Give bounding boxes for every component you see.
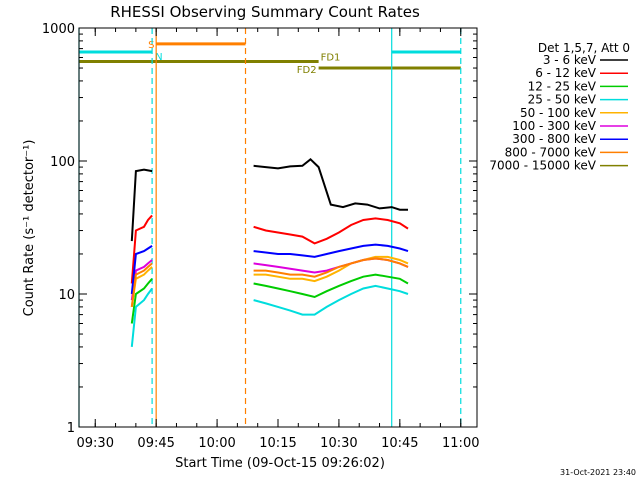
series-line — [130, 214, 153, 284]
flag-layer: FD1 FD2 SN — [79, 40, 461, 76]
flag-label: FD2 — [297, 65, 317, 76]
series-line — [130, 168, 153, 242]
y-tick-label: 100 — [50, 155, 75, 170]
x-tick-label: 10:30 — [320, 436, 357, 451]
series-line — [253, 257, 409, 278]
y-tick-label: 1 — [67, 421, 75, 436]
flag-label: N — [155, 52, 162, 63]
legend-entry-label: 800 - 7000 keV — [505, 145, 597, 159]
series-line — [253, 284, 409, 316]
legend-entry-label: 300 - 800 keV — [512, 132, 596, 146]
y-axis-label: Count Rate (s⁻¹ detector⁻¹) — [22, 140, 37, 317]
series-line — [130, 278, 153, 324]
chart-title: RHESSI Observing Summary Count Rates — [110, 3, 420, 21]
series-line — [130, 262, 153, 308]
series-line — [130, 245, 153, 295]
legend-entry-label: 100 - 300 keV — [512, 119, 596, 133]
x-tick-label: 09:30 — [77, 436, 114, 451]
series-line — [253, 255, 409, 283]
legend-entry-label: 7000 - 15000 keV — [489, 159, 596, 173]
legend-entry-label: 12 - 25 keV — [528, 79, 597, 93]
legend-entry-label: 50 - 100 keV — [520, 106, 597, 120]
y-tick-label: 10 — [58, 288, 75, 303]
series-layer — [130, 157, 409, 348]
series-line — [130, 287, 153, 348]
legend-title: Det 1,5,7, Att 0 — [538, 41, 630, 55]
x-axis-label: Start Time (09-Oct-15 09:26:02) — [175, 456, 385, 471]
flag-label: S — [148, 40, 154, 51]
x-tick-label: 11:00 — [442, 436, 479, 451]
series-line — [253, 273, 409, 299]
legend-entry-label: 6 - 12 keV — [535, 66, 597, 80]
footer-timestamp: 31-Oct-2021 23:40 — [560, 468, 636, 477]
axis-layer: 09:30 09:45 10:00 10:15 10:30 10:45 11:00 1 10 10… — [42, 22, 480, 451]
x-tick-label: 10:00 — [198, 436, 235, 451]
series-line — [253, 217, 409, 245]
x-tick-label: 09:45 — [137, 436, 174, 451]
series-line — [253, 243, 409, 258]
x-tick-label: 10:45 — [381, 436, 418, 451]
flag-label: FD1 — [321, 52, 341, 63]
legend-entry-label: 25 - 50 keV — [528, 93, 597, 107]
legend-entry-label: 3 - 6 keV — [543, 53, 597, 67]
x-tick-label: 10:15 — [259, 436, 296, 451]
series-line — [253, 157, 408, 211]
y-tick-label: 1000 — [42, 22, 75, 37]
